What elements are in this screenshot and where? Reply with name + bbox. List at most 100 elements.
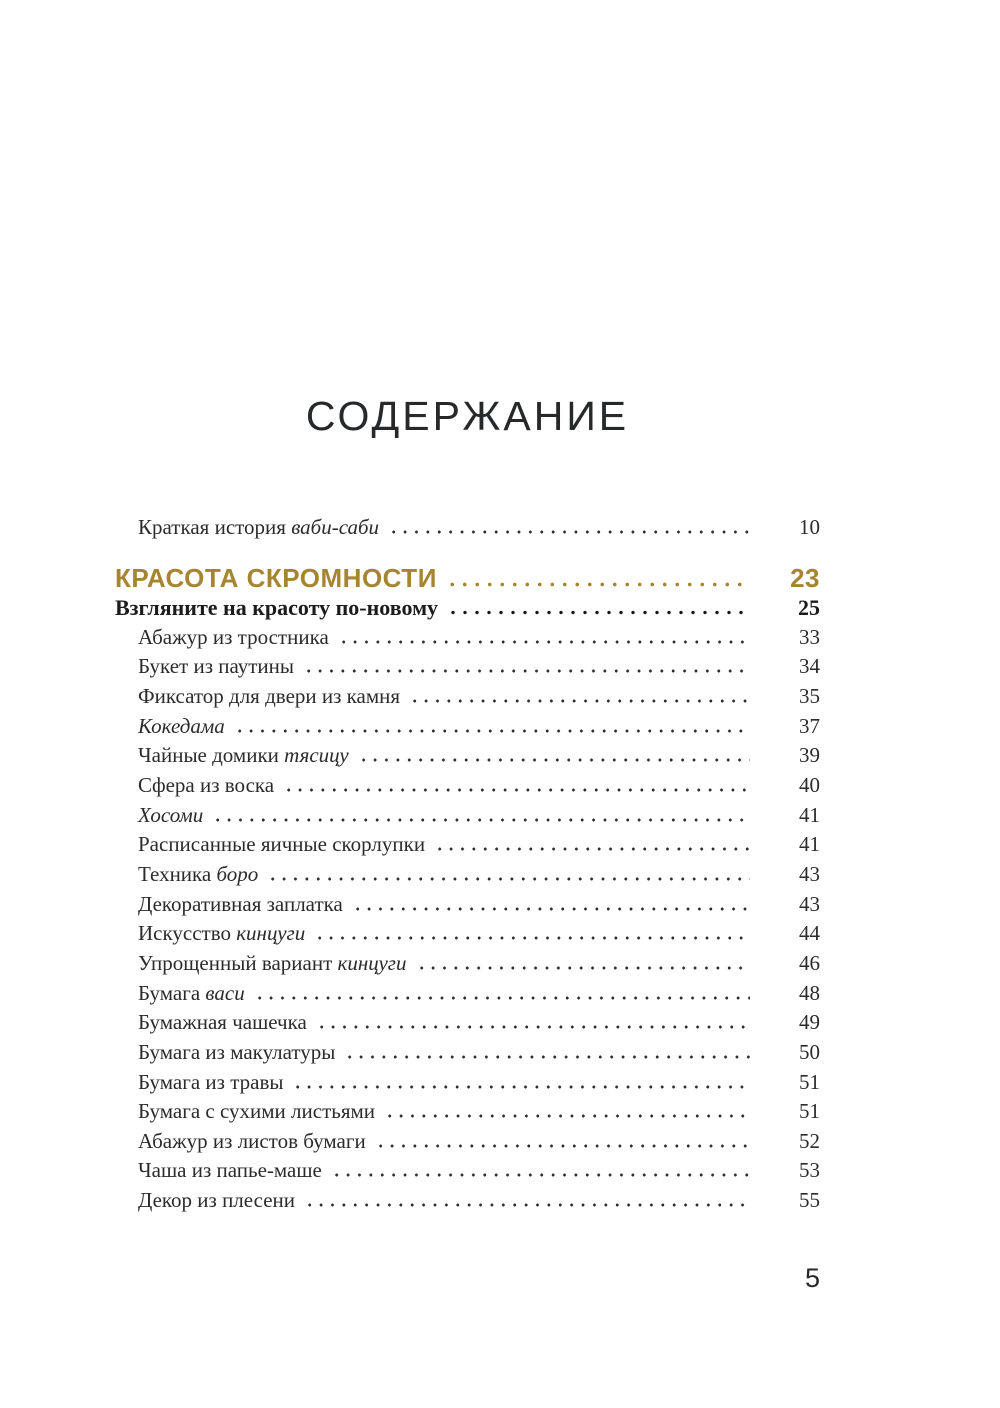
toc-label-part: Бумага из макулатуры xyxy=(138,1039,336,1064)
toc-entry-page-number: 43 xyxy=(799,861,820,886)
toc-entry-label: Упрощенный вариант кинцуги xyxy=(138,949,407,979)
toc-label-part: Бумажная чашечка xyxy=(138,1010,307,1035)
toc-entry-page-number: 33 xyxy=(799,624,820,649)
dot-leader xyxy=(384,1114,750,1119)
toc-entry-label: Хосоми xyxy=(138,801,203,831)
toc-entry-label: Бумажная чашечка xyxy=(138,1008,307,1038)
toc-entry-page-number: 35 xyxy=(799,683,820,708)
toc-entry: Бумага из травы 51 xyxy=(115,1068,820,1098)
toc-entry-page-number: 43 xyxy=(799,891,820,916)
toc-label-part: Бумага с сухими листьями xyxy=(138,1099,376,1124)
toc-entry-page-number: 39 xyxy=(799,743,820,768)
toc-entry-label: Абажур из тростника xyxy=(138,623,329,653)
toc-label-part: Декоративная заплатка xyxy=(138,891,343,916)
toc-entry-label: Бумага из макулатуры xyxy=(138,1038,335,1068)
toc-entry-page-number: 55 xyxy=(799,1188,820,1213)
toc-entry-label: Сфера из воска xyxy=(138,771,274,801)
dot-leader xyxy=(253,995,750,1000)
dot-leader xyxy=(330,1173,750,1178)
toc-entry: Декоративная заплатка 43 xyxy=(115,890,820,920)
toc-label-part: Декор из плесени xyxy=(138,1188,296,1213)
toc-entry-page-number: 41 xyxy=(799,832,820,857)
toc-entry-page-number: 41 xyxy=(799,802,820,827)
dot-leader xyxy=(351,906,750,911)
toc-entry-page-number: 40 xyxy=(799,772,820,797)
toc-label-part: Искусство xyxy=(138,921,237,946)
toc-label-part: Чайные домики xyxy=(138,743,285,768)
toc-entry: Сфера из воска 40 xyxy=(115,771,820,801)
toc-label-part: Сфера из воска xyxy=(138,772,275,797)
toc-entry-label: Бумага из травы xyxy=(138,1068,283,1098)
dot-leader xyxy=(283,787,750,792)
toc-entry: Расписанные яичные скорлупки 41 xyxy=(115,830,820,860)
dot-leader xyxy=(415,965,750,970)
page-number: 5 xyxy=(804,1263,820,1293)
dot-leader xyxy=(357,758,750,763)
toc-entry: Чайные домики тясицу 39 xyxy=(115,741,820,771)
toc-label-part: Фиксатор для двери из камня xyxy=(138,683,401,708)
toc-entry: Букет из паутины 34 xyxy=(115,652,820,682)
toc-label-part: Краткая история xyxy=(138,515,292,539)
dot-leader xyxy=(233,728,750,733)
toc-label-italic-part: кинцуги xyxy=(337,950,407,975)
dot-leader xyxy=(447,609,750,615)
toc-entry-label: Чайные домики тясицу xyxy=(138,741,349,771)
dot-leader xyxy=(292,1084,750,1089)
toc-entry-label: Бумага с сухими листьями xyxy=(138,1097,375,1127)
toc-entry: КРАСОТА СКРОМНОСТИ 23 xyxy=(115,563,820,593)
toc-entry-label: Искусство кинцуги xyxy=(138,919,305,949)
toc-entry-page-number: 10 xyxy=(799,515,820,539)
toc-label-italic-part: Кокедама xyxy=(138,713,225,738)
toc-entry-label: Букет из паутины xyxy=(138,652,294,682)
toc-label-italic-part: кинцуги xyxy=(236,921,306,946)
dot-leader xyxy=(304,1203,750,1208)
toc-entry-page-number: 50 xyxy=(799,1039,820,1064)
dot-leader xyxy=(445,581,750,587)
dot-leader xyxy=(434,847,750,852)
toc-entry-label: Бумага васи xyxy=(138,979,245,1009)
toc-entry-label: Чаша из папье-маше xyxy=(138,1156,322,1186)
toc-label-part: Упрощенный вариант xyxy=(138,950,338,975)
toc-entry: Хосоми 41 xyxy=(115,801,820,831)
toc-entry: Упрощенный вариант кинцуги 46 xyxy=(115,949,820,979)
toc-entry-label: Краткая история ваби-саби xyxy=(138,513,379,543)
toc-label-italic-part: боро xyxy=(216,861,259,886)
toc-entry: Кокедама 37 xyxy=(115,712,820,742)
toc-label-part: Расписанные яичные скорлупки xyxy=(138,832,426,857)
dot-leader xyxy=(315,1025,750,1030)
toc-entry: Краткая история ваби-саби 10 xyxy=(115,513,820,543)
dot-leader xyxy=(314,936,750,941)
toc-label-part: Бумага из травы xyxy=(138,1069,284,1094)
toc-entry: Взгляните на красоту по-новому 25 xyxy=(115,593,820,623)
toc-entry-page-number: 44 xyxy=(799,921,820,946)
toc-entry-label: Декоративная заплатка xyxy=(138,890,343,920)
toc-entry-page-number: 23 xyxy=(790,562,820,593)
toc-entry-page-number: 34 xyxy=(799,654,820,679)
toc-entry: Бумага с сухими листьями 51 xyxy=(115,1097,820,1127)
toc-entry-page-number: 53 xyxy=(799,1158,820,1183)
toc-entry-page-number: 51 xyxy=(799,1069,820,1094)
toc-label-part: Абажур из листов бумаги xyxy=(138,1128,366,1153)
toc-label-part: Техника xyxy=(138,861,217,886)
dot-leader xyxy=(267,876,750,881)
dot-leader xyxy=(388,530,750,534)
toc-entry: Декор из плесени 55 xyxy=(115,1186,820,1216)
toc-entry-page-number: 48 xyxy=(799,980,820,1005)
toc-label-part: Букет из паутины xyxy=(138,654,295,679)
toc-entry: Абажур из тростника 33 xyxy=(115,623,820,653)
toc-label-part: Взгляните на красоту по-новому xyxy=(115,594,439,620)
toc-label-part: Абажур из тростника xyxy=(138,624,329,649)
toc-entry-label: КРАСОТА СКРОМНОСТИ xyxy=(115,563,437,593)
toc-label-italic-part: васи xyxy=(205,980,245,1005)
toc-entry-label: Абажур из листов бумаги xyxy=(138,1127,366,1157)
toc-entry-page-number: 51 xyxy=(799,1099,820,1124)
dot-leader xyxy=(409,698,750,703)
toc-list: Краткая история ваби-саби 10 КРАСОТА СКР… xyxy=(115,508,820,1216)
toc-entry-page-number: 46 xyxy=(799,950,820,975)
toc-entry-page-number: 25 xyxy=(798,594,820,620)
dot-leader xyxy=(303,669,750,674)
toc-entry: Абажур из листов бумаги 52 xyxy=(115,1127,820,1157)
toc-label-italic-part: Хосоми xyxy=(138,802,204,827)
toc-entry-label: Декор из плесени xyxy=(138,1186,295,1216)
